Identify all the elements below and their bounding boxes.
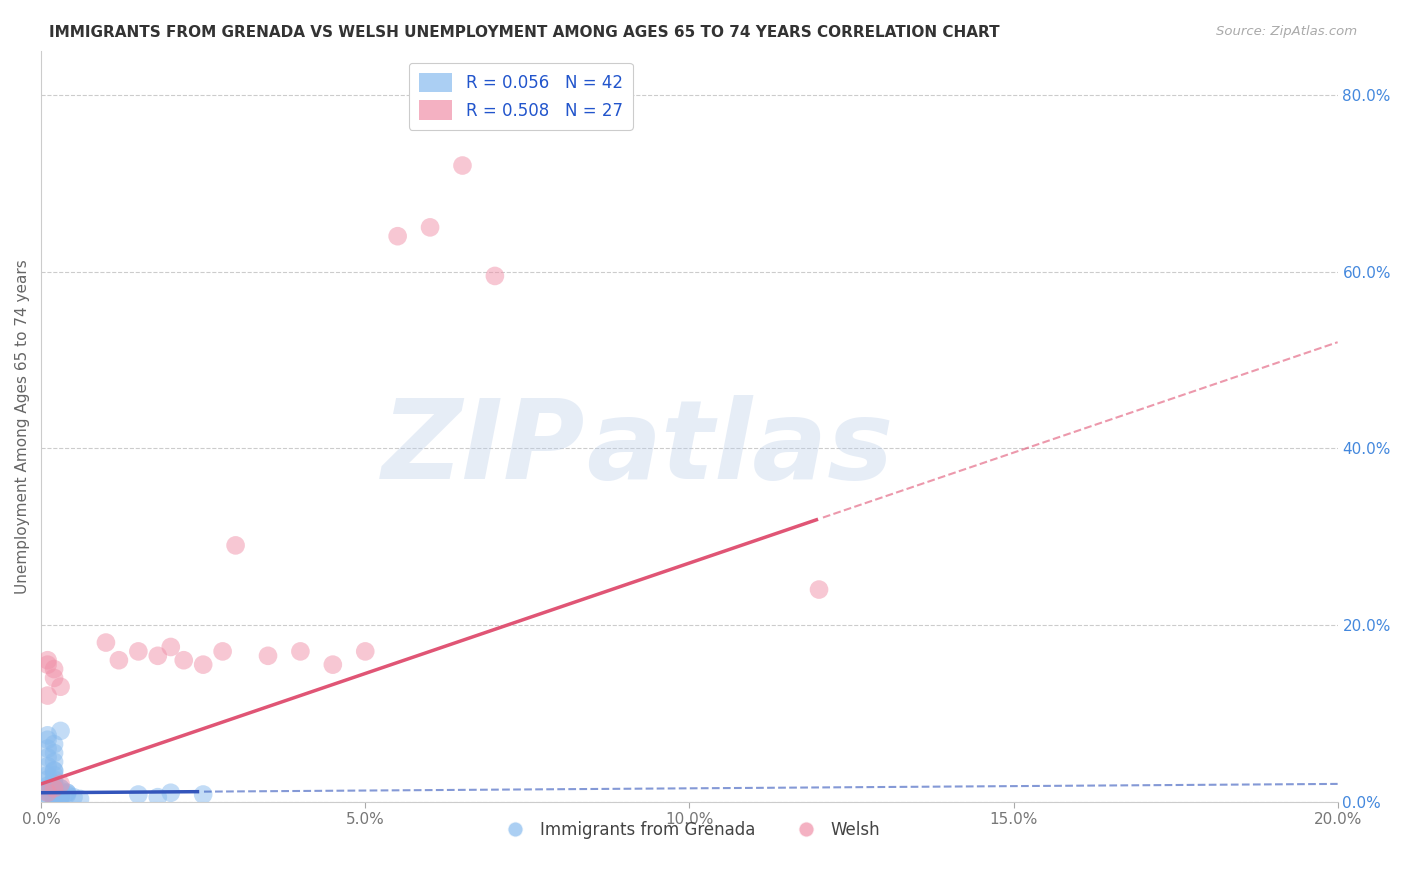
Point	[127, 788, 149, 802]
Point	[808, 582, 831, 597]
Point	[49, 680, 72, 694]
Text: IMMIGRANTS FROM GRENADA VS WELSH UNEMPLOYMENT AMONG AGES 65 TO 74 YEARS CORRELAT: IMMIGRANTS FROM GRENADA VS WELSH UNEMPLO…	[49, 25, 1000, 40]
Point	[42, 777, 65, 791]
Point	[42, 737, 65, 751]
Point	[42, 764, 65, 778]
Point	[42, 662, 65, 676]
Point	[37, 759, 59, 773]
Point	[49, 786, 72, 800]
Point	[419, 220, 441, 235]
Point	[94, 635, 117, 649]
Point	[37, 768, 59, 782]
Point	[49, 781, 72, 796]
Point	[159, 640, 181, 654]
Point	[37, 732, 59, 747]
Point	[37, 653, 59, 667]
Point	[127, 644, 149, 658]
Point	[49, 790, 72, 805]
Point	[37, 728, 59, 742]
Point	[159, 786, 181, 800]
Point	[484, 268, 506, 283]
Point	[173, 653, 195, 667]
Point	[211, 644, 233, 658]
Point	[37, 657, 59, 672]
Point	[49, 789, 72, 804]
Legend: Immigrants from Grenada, Welsh: Immigrants from Grenada, Welsh	[492, 814, 887, 846]
Point	[56, 788, 79, 802]
Point	[42, 755, 65, 769]
Point	[37, 788, 59, 802]
Point	[37, 790, 59, 805]
Point	[225, 538, 247, 552]
Point	[42, 764, 65, 778]
Y-axis label: Unemployment Among Ages 65 to 74 years: Unemployment Among Ages 65 to 74 years	[15, 259, 30, 593]
Point	[42, 768, 65, 782]
Point	[69, 792, 91, 806]
Point	[62, 790, 84, 805]
Point	[42, 746, 65, 760]
Point	[387, 229, 409, 244]
Point	[42, 777, 65, 791]
Point	[37, 772, 59, 787]
Point	[49, 723, 72, 738]
Point	[146, 790, 169, 805]
Point	[37, 786, 59, 800]
Text: ZIP: ZIP	[382, 395, 586, 502]
Text: Source: ZipAtlas.com: Source: ZipAtlas.com	[1216, 25, 1357, 38]
Point	[49, 777, 72, 791]
Point	[322, 657, 344, 672]
Point	[37, 750, 59, 764]
Point	[42, 788, 65, 802]
Point	[56, 786, 79, 800]
Point	[37, 784, 59, 798]
Point	[451, 159, 474, 173]
Point	[42, 781, 65, 796]
Point	[37, 689, 59, 703]
Point	[37, 781, 59, 796]
Point	[49, 789, 72, 803]
Point	[257, 648, 280, 663]
Point	[108, 653, 131, 667]
Point	[49, 781, 72, 796]
Point	[56, 786, 79, 800]
Point	[49, 784, 72, 798]
Point	[42, 791, 65, 805]
Point	[354, 644, 377, 658]
Point	[146, 648, 169, 663]
Point	[193, 788, 215, 802]
Point	[37, 786, 59, 800]
Point	[193, 657, 215, 672]
Point	[37, 741, 59, 756]
Point	[42, 671, 65, 685]
Text: atlas: atlas	[586, 395, 893, 502]
Point	[37, 779, 59, 793]
Point	[42, 772, 65, 787]
Point	[42, 792, 65, 806]
Point	[290, 644, 312, 658]
